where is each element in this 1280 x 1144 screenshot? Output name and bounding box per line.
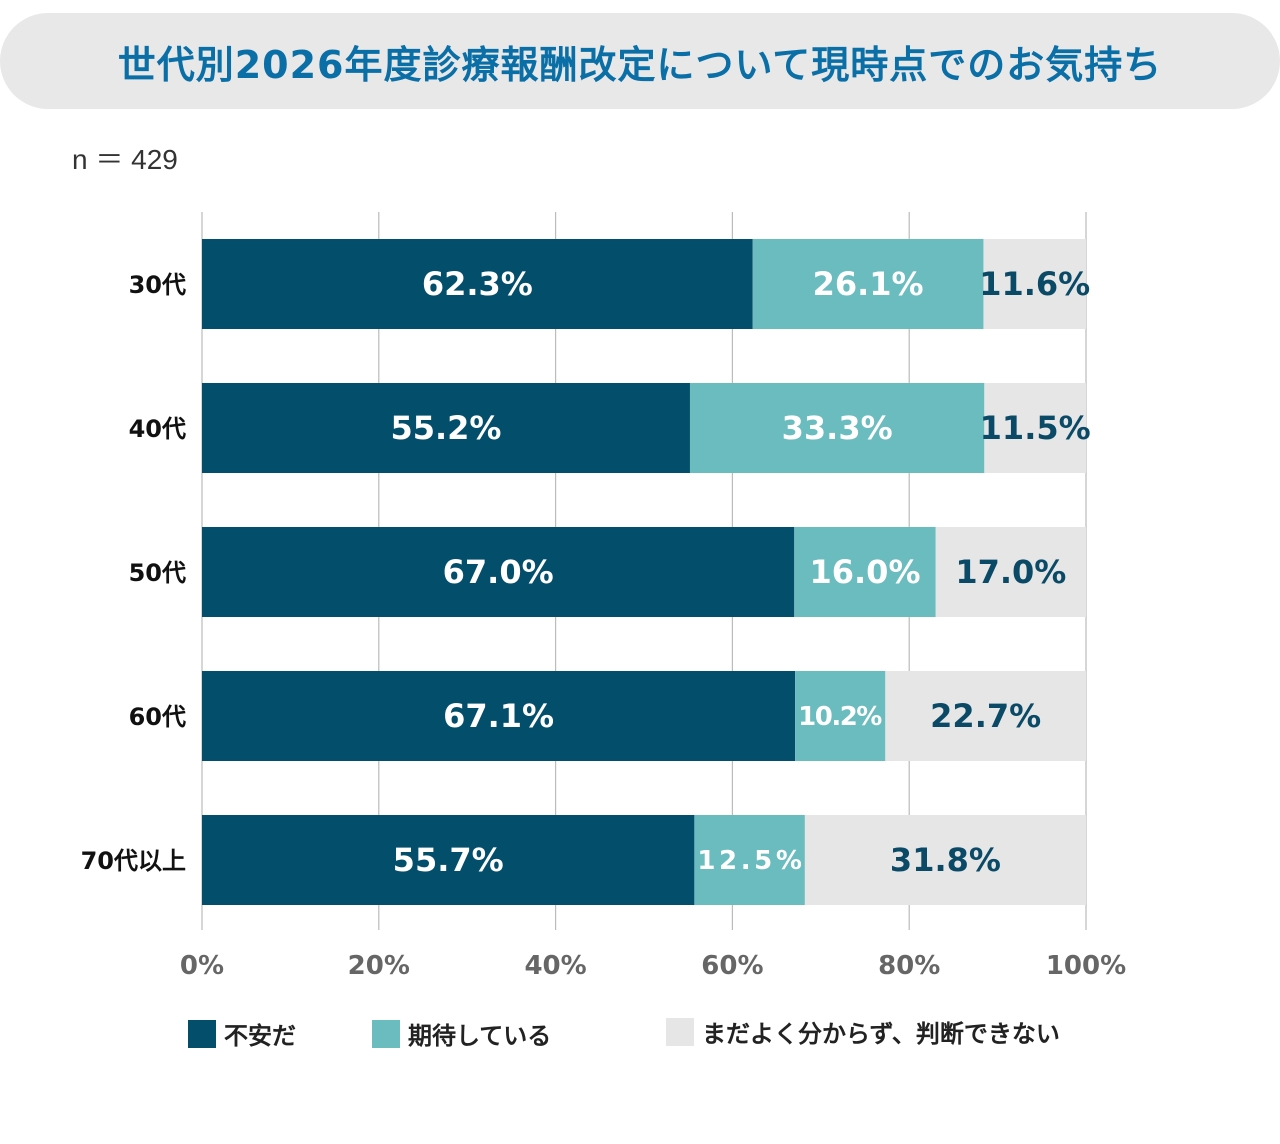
data-label: 10.2% <box>798 702 882 732</box>
bar-segment <box>795 671 886 761</box>
legend-item-anxious: 不安だ <box>188 1016 296 1051</box>
x-tick-label: 80% <box>878 951 940 981</box>
legend-item-hopeful: 期待している <box>372 1016 551 1051</box>
bar-segment <box>984 383 1086 473</box>
data-label: 62.3% <box>422 265 533 303</box>
title-banner: 世代別2026年度診療報酬改定について現時点でのお気持ち <box>0 13 1280 109</box>
data-label: 26.1% <box>813 265 924 303</box>
data-label: 11.6% <box>979 265 1090 303</box>
legend-label: 不安だ <box>224 1022 296 1050</box>
data-label: 67.0% <box>443 553 554 591</box>
x-tick-label: 60% <box>701 951 763 981</box>
category-label: 70代以上 <box>81 847 186 875</box>
bar-segment <box>202 527 795 617</box>
data-label: 31.8% <box>890 841 1001 879</box>
bar-segment <box>689 383 985 473</box>
sample-size: n ＝ 429 <box>72 144 178 175</box>
category-label: 60代 <box>129 703 186 731</box>
data-label: 17.0% <box>955 553 1066 591</box>
bar-segment <box>202 815 695 905</box>
legend-swatch <box>372 1019 400 1048</box>
bar-segment <box>935 527 1086 617</box>
bar-segment <box>752 239 984 329</box>
bar-segment <box>983 239 1086 329</box>
bar-segment <box>804 815 1086 905</box>
data-label: 67.1% <box>443 697 554 735</box>
legend-item-undecided: まだよく分からず、判断できない <box>666 1014 1060 1049</box>
bar-segment <box>202 383 690 473</box>
x-tick-label: 100% <box>1046 951 1126 981</box>
legend-label: まだよく分からず、判断できない <box>702 1020 1060 1048</box>
data-label: 16.0% <box>809 553 920 591</box>
category-label: 50代 <box>129 559 186 587</box>
category-label: 40代 <box>129 415 186 443</box>
data-label: 33.3% <box>782 409 893 447</box>
x-tick-label: 20% <box>348 951 410 981</box>
bar-segment <box>794 527 936 617</box>
legend-label: 期待している <box>408 1022 552 1050</box>
data-label: 55.7% <box>393 841 504 879</box>
bar-segment <box>202 671 796 761</box>
bar-segment <box>202 239 753 329</box>
category-label: 30代 <box>129 271 186 299</box>
bar-segment <box>885 671 1086 761</box>
x-tick-label: 40% <box>524 951 586 981</box>
bar-segment <box>694 815 805 905</box>
data-label: 11.5% <box>980 409 1091 447</box>
data-label: 55.2% <box>390 409 501 447</box>
legend-swatch <box>666 1017 694 1046</box>
legend-swatch <box>188 1019 216 1048</box>
data-label: 22.7% <box>930 697 1041 735</box>
chart-title: 世代別2026年度診療報酬改定について現時点でのお気持ち <box>117 42 1163 87</box>
x-tick-label: 0% <box>180 951 224 981</box>
data-label: 12.5% <box>697 846 802 876</box>
